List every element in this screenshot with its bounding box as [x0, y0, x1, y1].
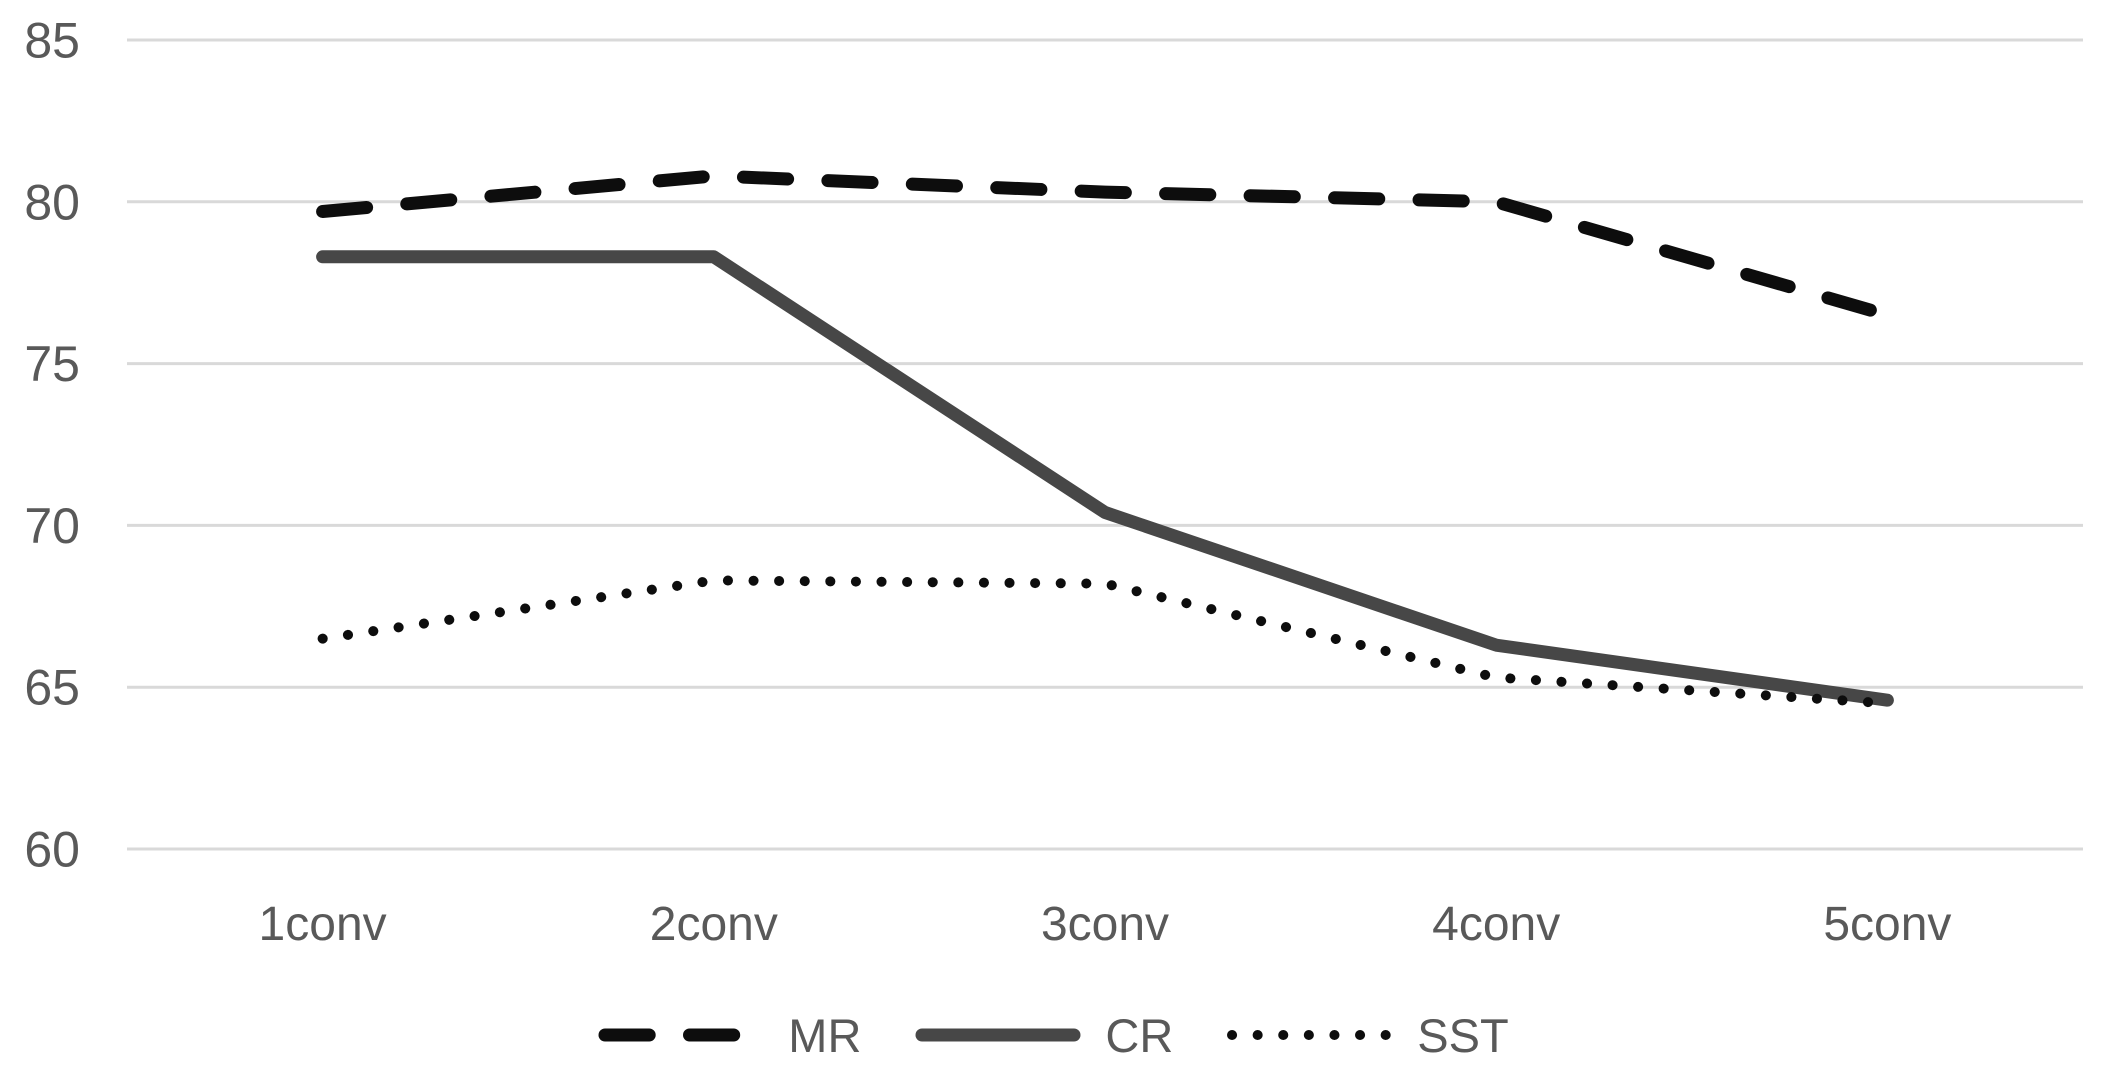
cr-solid-swatch: [915, 1028, 1081, 1042]
plot-area: 60 65 70 75 80 85 1conv 2conv 3conv 4conv 5conv: [24, 13, 2083, 951]
svg-text:4conv: 4conv: [1432, 898, 1560, 951]
mr-dashed-swatch: [598, 1028, 764, 1042]
svg-text:80: 80: [24, 174, 80, 230]
svg-text:1conv: 1conv: [259, 898, 387, 951]
sst-dotted-swatch: [1227, 1030, 1394, 1040]
svg-text:75: 75: [24, 336, 80, 392]
svg-text:65: 65: [24, 660, 80, 716]
svg-text:5conv: 5conv: [1823, 898, 1951, 951]
legend-label: SST: [1417, 1008, 1509, 1062]
legend-item-cr: CR: [913, 1012, 1173, 1059]
legend-item-sst: SST: [1225, 1008, 1509, 1062]
svg-text:3conv: 3conv: [1041, 898, 1169, 951]
svg-text:2conv: 2conv: [650, 898, 778, 951]
svg-text:70: 70: [24, 498, 80, 554]
legend-label: CR: [1105, 1008, 1174, 1062]
svg-text:85: 85: [24, 13, 80, 69]
legend-label: MR: [788, 1008, 862, 1062]
legend-item-mr: MR: [596, 1012, 861, 1059]
chart-legend: MR CR SST: [0, 995, 2105, 1075]
svg-text:60: 60: [24, 822, 80, 878]
